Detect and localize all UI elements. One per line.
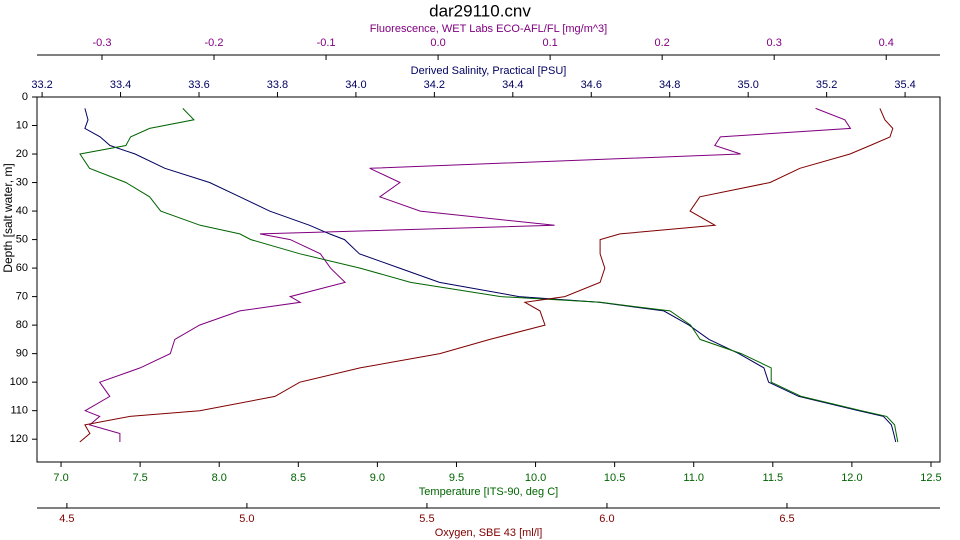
x-tick-label: 34.2 (424, 79, 445, 91)
y-tick-label: 110 (10, 405, 28, 417)
x-tick-label: 35.4 (894, 79, 915, 91)
x-tick-label: 5.0 (239, 513, 254, 525)
y-tick-label: 30 (16, 176, 28, 188)
y-tick-label: 70 (16, 291, 28, 303)
x-tick-label: -0.2 (205, 37, 224, 49)
x-tick-label: 4.5 (59, 513, 74, 525)
x-tick-label: 0.3 (767, 37, 782, 49)
x-tick-label: 35.0 (737, 79, 758, 91)
x-tick-label: 33.4 (110, 79, 131, 91)
chart-title: dar29110.cnv (429, 1, 531, 20)
x-tick-label: 33.2 (31, 79, 52, 91)
series-line (84, 108, 897, 443)
y-tick-label: 100 (10, 376, 28, 388)
x-tick-label: 8.0 (212, 472, 227, 484)
x-tick-label: 10.5 (604, 472, 625, 484)
x-tick-label: 11.5 (763, 472, 784, 484)
y-tick-label: 50 (16, 233, 28, 245)
x-tick-label: 12.5 (920, 472, 941, 484)
series-line (79, 108, 894, 443)
y-tick-label: 20 (16, 148, 28, 160)
y-tick-label: 90 (16, 348, 28, 360)
x-tick-label: -0.3 (92, 37, 111, 49)
y-tick-label: 80 (16, 319, 28, 331)
x-tick-label: 9.5 (449, 472, 464, 484)
series-line (84, 107, 852, 442)
plot-frame (36, 96, 941, 463)
x-tick-label: 34.4 (502, 79, 523, 91)
x-axis-title: Derived Salinity, Practical [PSU] (411, 65, 567, 77)
y-tick-label: 60 (16, 262, 28, 274)
y-tick-label: 10 (16, 119, 28, 131)
x-tick-label: 6.5 (779, 513, 794, 525)
x-tick-label: -0.1 (317, 37, 336, 49)
x-tick-label: 35.2 (816, 79, 837, 91)
y-tick-label: 40 (16, 205, 28, 217)
x-tick-label: 11.0 (683, 472, 704, 484)
x-tick-label: 34.0 (345, 79, 366, 91)
series-line (79, 108, 899, 443)
x-tick-label: 0.2 (655, 37, 670, 49)
x-tick-label: 33.6 (188, 79, 209, 91)
x-tick-label: 33.8 (267, 79, 288, 91)
x-tick-label: 6.0 (599, 513, 614, 525)
x-axis-title: Temperature [ITS-90, deg C] (419, 486, 558, 498)
x-tick-label: 9.0 (370, 472, 385, 484)
x-tick-label: 8.5 (291, 472, 306, 484)
x-tick-label: 7.0 (53, 472, 68, 484)
x-tick-label: 0.0 (430, 37, 445, 49)
x-axis-title: Oxygen, SBE 43 [ml/l] (435, 527, 543, 539)
x-tick-label: 10.0 (525, 472, 546, 484)
x-tick-label: 12.0 (841, 472, 862, 484)
x-tick-label: 34.6 (581, 79, 602, 91)
x-tick-label: 0.1 (542, 37, 557, 49)
x-axis-title: Fluorescence, WET Labs ECO-AFL/FL [mg/m^… (370, 23, 607, 35)
x-tick-label: 34.8 (659, 79, 680, 91)
y-tick-label: 120 (10, 433, 28, 445)
y-axis-title: Depth [salt water, m] (1, 163, 15, 272)
y-tick-label: 0 (22, 91, 28, 103)
x-tick-label: 7.5 (132, 472, 147, 484)
x-tick-label: 5.5 (419, 513, 434, 525)
x-tick-label: 0.4 (879, 37, 894, 49)
